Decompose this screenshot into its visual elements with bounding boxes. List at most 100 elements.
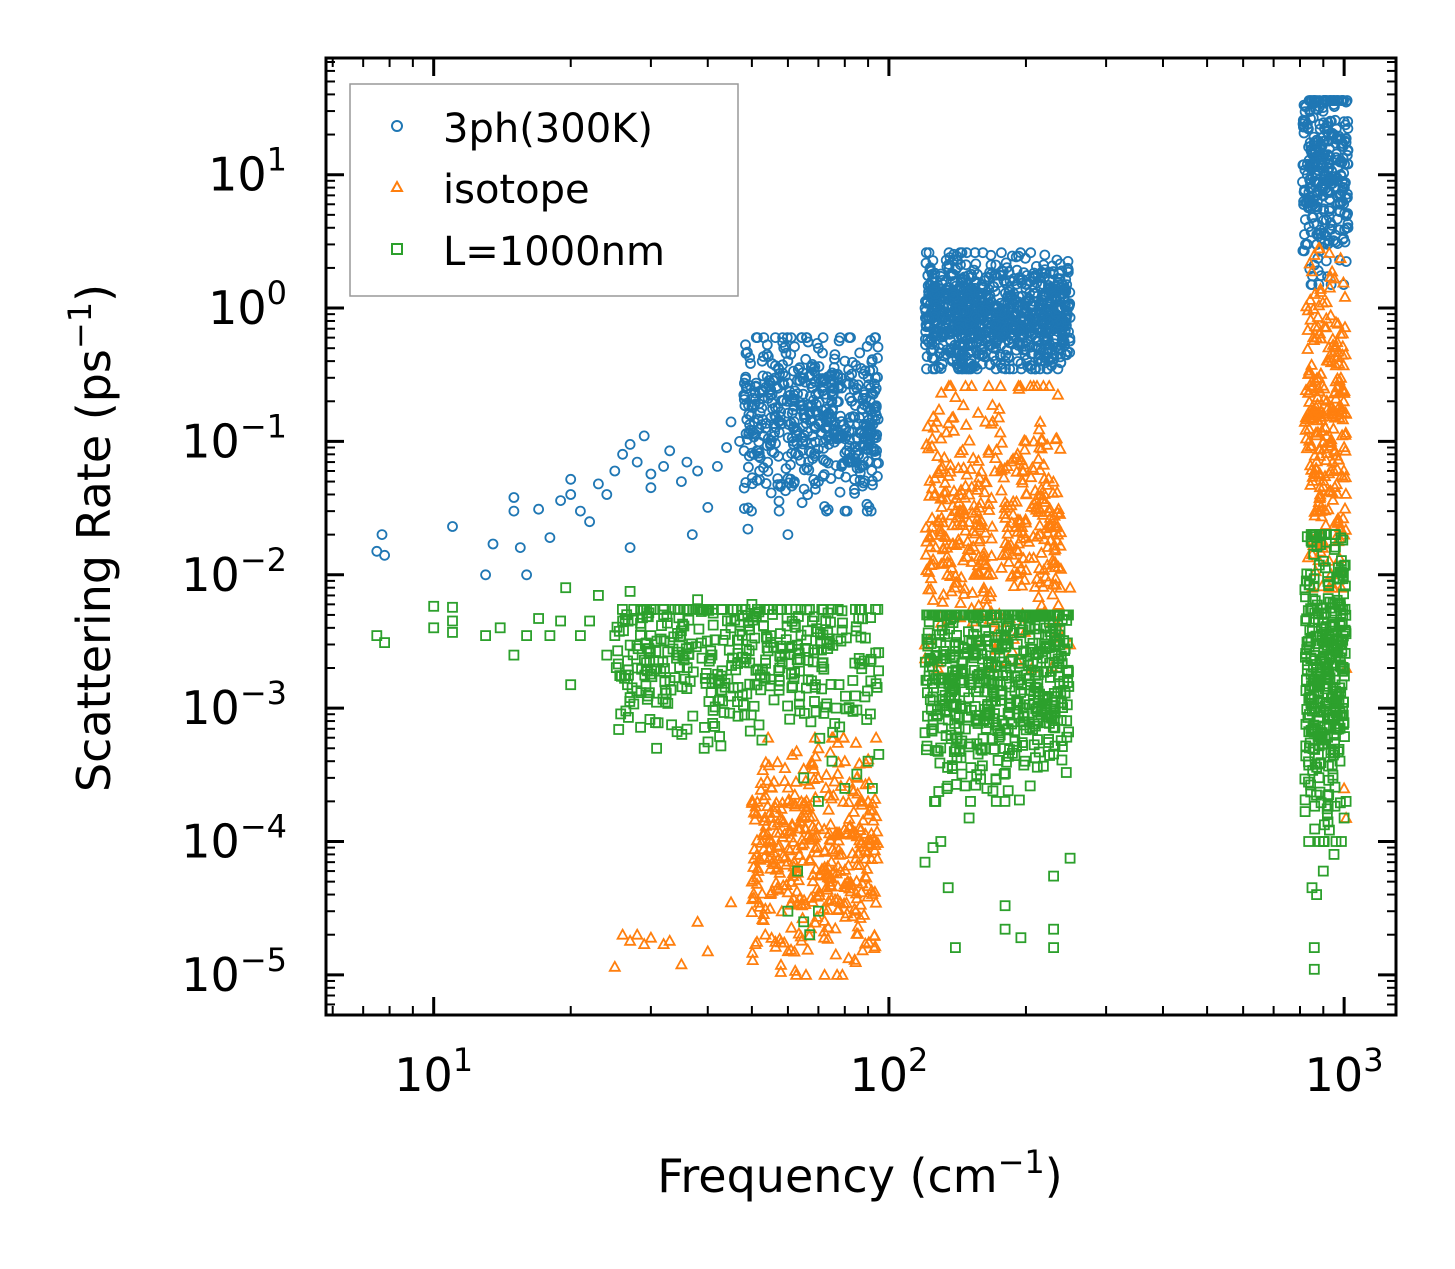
data-point-3ph bbox=[951, 309, 962, 320]
data-point-isotope bbox=[1324, 464, 1338, 477]
data-point-3ph bbox=[805, 414, 816, 426]
data-point-L1000nm bbox=[613, 724, 625, 735]
data-point-3ph bbox=[829, 349, 841, 361]
data-point-3ph bbox=[954, 321, 965, 333]
data-point-L1000nm bbox=[937, 722, 948, 734]
data-point-isotope bbox=[1009, 520, 1023, 533]
data-point-isotope bbox=[769, 875, 783, 888]
data-point-3ph bbox=[765, 487, 777, 499]
data-point-L1000nm bbox=[780, 634, 792, 646]
data-point-3ph bbox=[861, 498, 873, 510]
data-point-isotope bbox=[819, 781, 833, 793]
data-point-3ph bbox=[1299, 229, 1310, 240]
data-point-3ph bbox=[756, 386, 768, 398]
data-point-3ph bbox=[1326, 223, 1337, 235]
data-point-isotope bbox=[1301, 342, 1315, 354]
data-point-isotope bbox=[1016, 465, 1030, 477]
data-point-L1000nm bbox=[1318, 836, 1329, 847]
data-point-3ph bbox=[768, 375, 779, 387]
data-point-L1000nm bbox=[791, 654, 803, 665]
data-point-3ph bbox=[786, 447, 797, 459]
data-point-3ph bbox=[867, 364, 879, 376]
data-point-L1000nm bbox=[718, 707, 730, 718]
data-point-3ph bbox=[758, 351, 769, 362]
data-point-isotope bbox=[947, 484, 961, 496]
data-point-L1000nm bbox=[742, 610, 754, 622]
data-point-isotope bbox=[821, 932, 835, 944]
data-point-L1000nm bbox=[1305, 786, 1317, 798]
data-point-isotope bbox=[956, 443, 970, 456]
data-point-3ph bbox=[664, 445, 676, 457]
data-point-3ph bbox=[827, 402, 839, 414]
data-point-L1000nm bbox=[951, 779, 962, 790]
data-point-isotope bbox=[837, 822, 852, 835]
data-point-isotope bbox=[746, 872, 760, 885]
data-point-isotope bbox=[1042, 504, 1057, 517]
data-point-isotope bbox=[972, 470, 986, 483]
data-point-isotope bbox=[1301, 385, 1315, 398]
data-point-isotope bbox=[1308, 319, 1322, 332]
data-point-isotope bbox=[977, 545, 991, 558]
data-point-L1000nm bbox=[639, 654, 650, 666]
data-point-L1000nm bbox=[870, 647, 882, 659]
data-point-3ph bbox=[841, 445, 853, 457]
data-point-isotope bbox=[752, 851, 766, 864]
data-point-3ph bbox=[1337, 95, 1349, 106]
data-point-L1000nm bbox=[737, 651, 749, 663]
data-point-isotope bbox=[830, 825, 844, 838]
data-point-L1000nm bbox=[951, 630, 962, 641]
data-point-L1000nm bbox=[1305, 779, 1316, 791]
tick-labels: 101 102 103 101 100 10−1 10−2 10−3 10−4 10−5 bbox=[181, 141, 1383, 1102]
data-point-isotope bbox=[1048, 538, 1062, 551]
data-point-isotope bbox=[1051, 387, 1065, 400]
data-point-3ph bbox=[951, 261, 963, 273]
data-point-L1000nm bbox=[998, 609, 1009, 621]
data-point-isotope bbox=[1335, 468, 1349, 481]
data-point-isotope bbox=[1042, 518, 1056, 531]
data-point-3ph bbox=[645, 468, 657, 480]
data-point-isotope bbox=[1306, 379, 1320, 392]
data-point-L1000nm bbox=[1320, 607, 1332, 619]
data-point-L1000nm bbox=[935, 836, 947, 847]
data-point-isotope bbox=[691, 914, 705, 927]
data-point-3ph bbox=[813, 372, 825, 384]
data-point-3ph bbox=[794, 375, 806, 387]
data-point-3ph bbox=[1304, 95, 1316, 106]
data-point-3ph bbox=[820, 403, 832, 415]
data-point-L1000nm bbox=[963, 741, 975, 753]
data-point-L1000nm bbox=[964, 676, 975, 688]
data-point-isotope bbox=[927, 420, 941, 433]
data-point-L1000nm bbox=[950, 640, 961, 652]
data-point-isotope bbox=[971, 453, 986, 466]
data-point-isotope bbox=[757, 792, 771, 805]
data-point-3ph bbox=[624, 438, 636, 450]
data-point-L1000nm bbox=[963, 692, 975, 704]
data-point-isotope bbox=[1307, 333, 1321, 346]
data-point-L1000nm bbox=[1301, 644, 1313, 655]
data-point-isotope bbox=[865, 887, 879, 899]
data-point-3ph bbox=[928, 352, 940, 364]
data-point-3ph bbox=[1337, 152, 1349, 164]
data-point-L1000nm bbox=[995, 688, 1006, 700]
data-point-L1000nm bbox=[1299, 794, 1311, 806]
data-point-3ph bbox=[1000, 287, 1011, 299]
data-point-3ph bbox=[795, 455, 807, 467]
data-point-L1000nm bbox=[1055, 735, 1067, 746]
legend-square-marker bbox=[391, 243, 403, 255]
data-point-L1000nm bbox=[671, 726, 683, 738]
data-point-isotope bbox=[982, 497, 996, 510]
data-point-3ph bbox=[1306, 211, 1318, 223]
data-point-L1000nm bbox=[1056, 754, 1068, 766]
data-point-isotope bbox=[797, 836, 811, 849]
data-point-3ph bbox=[1039, 264, 1051, 276]
data-point-L1000nm bbox=[1050, 629, 1061, 641]
data-point-3ph bbox=[970, 312, 982, 324]
data-point-isotope bbox=[1331, 316, 1345, 329]
data-point-isotope bbox=[954, 570, 968, 583]
data-point-L1000nm bbox=[1030, 649, 1041, 661]
data-point-3ph bbox=[787, 435, 799, 447]
data-point-isotope bbox=[806, 874, 820, 887]
data-point-3ph bbox=[854, 440, 866, 452]
data-point-L1000nm bbox=[1018, 645, 1030, 657]
data-point-L1000nm bbox=[1329, 698, 1341, 710]
